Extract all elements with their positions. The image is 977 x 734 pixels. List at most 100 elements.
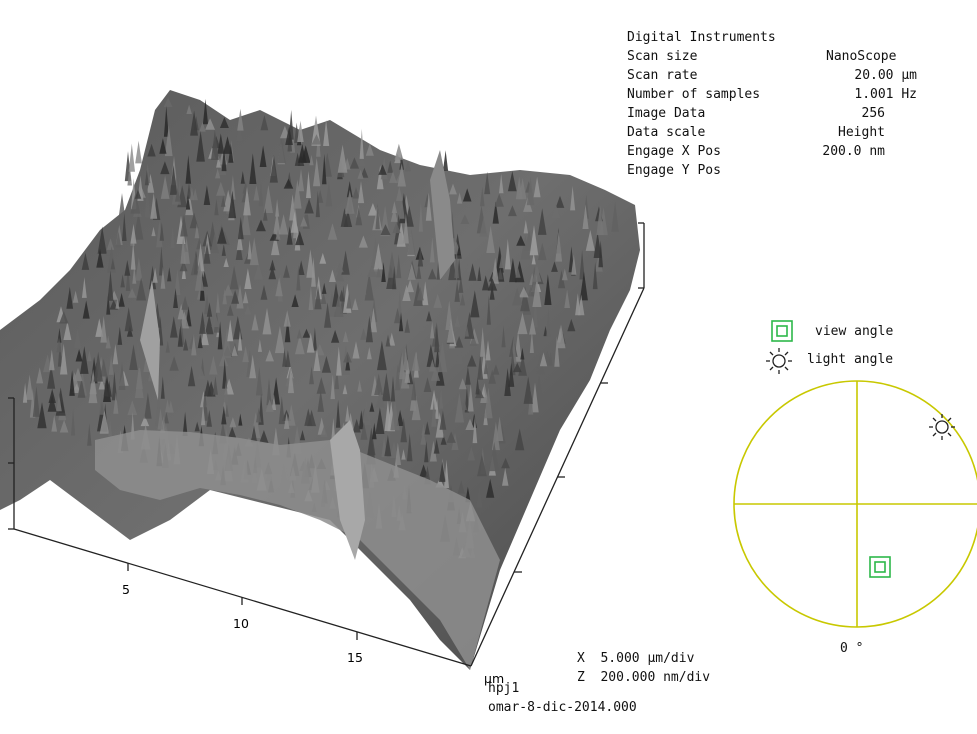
surface-spike <box>342 330 349 343</box>
surface-spike <box>205 118 215 130</box>
surface-spike <box>284 316 291 343</box>
surface-spike <box>313 348 321 371</box>
surface-spike <box>216 181 226 196</box>
surface-spike <box>306 332 315 353</box>
surface-spike <box>297 260 305 275</box>
surface-spike <box>385 334 391 347</box>
surface-spike <box>325 182 333 207</box>
surface-spike <box>579 250 585 280</box>
info-title-right: NanoScope <box>826 49 897 64</box>
surface-spike <box>180 235 186 264</box>
surface-spike <box>179 260 188 272</box>
surface-spike <box>87 350 92 362</box>
surface-spike <box>449 183 457 195</box>
surface-spike <box>518 286 529 298</box>
surface-spike <box>190 254 201 276</box>
surface-spike <box>257 339 262 352</box>
surface-spike <box>533 176 541 198</box>
surface-spike <box>557 270 566 289</box>
surface-spike <box>275 229 281 240</box>
surface-spike <box>394 307 401 324</box>
surface-spike <box>421 423 426 436</box>
surface-spike <box>283 310 291 327</box>
surface-spike <box>108 355 114 375</box>
surface-spike <box>174 268 181 295</box>
surface-spike <box>308 286 314 310</box>
angle-compass <box>733 380 977 628</box>
surface-spike <box>462 188 472 202</box>
surface-spike <box>377 340 387 371</box>
surface-spike <box>260 285 268 300</box>
scan-info-panel: Digital Instruments NanoScope Scan size … <box>627 9 927 178</box>
surface-spike <box>343 351 352 363</box>
info-row: Scan size 20.00 µm <box>627 28 927 83</box>
surface-spike <box>390 207 398 222</box>
z-scale-text: Z 200.000 nm/div <box>577 670 711 685</box>
surface-spike <box>127 400 138 416</box>
surface-spike <box>424 441 429 463</box>
surface-spike <box>237 108 244 131</box>
surface-spike <box>492 364 500 375</box>
surface-spike <box>265 349 274 362</box>
file-date: omar-8-dic-2014.000 <box>488 700 637 715</box>
surface-spike <box>194 261 205 291</box>
surface-spike <box>130 223 137 244</box>
surface-spike <box>296 329 302 339</box>
surface-spike <box>299 430 306 441</box>
surface-spike <box>253 263 264 280</box>
surface-spike <box>59 311 69 324</box>
surface-spike <box>115 231 122 248</box>
surface-spike <box>329 269 336 282</box>
surface-spike <box>287 367 294 394</box>
surface-spike <box>570 185 576 211</box>
surface-spike <box>140 415 150 427</box>
surface-spike <box>430 389 438 410</box>
x-scale-text: X 5.000 µm/div <box>577 651 695 666</box>
surface-spike <box>192 188 198 201</box>
surface-spike <box>440 435 447 445</box>
x-tick-label: 5 <box>122 582 130 597</box>
surface-front-band <box>95 150 500 670</box>
surface-spike <box>465 418 475 430</box>
surface-spike <box>571 254 577 275</box>
surface-spike <box>360 167 369 178</box>
surface-spike <box>118 361 126 390</box>
surface-spike <box>189 212 199 229</box>
surface-spike <box>345 189 355 214</box>
surface-spike <box>397 163 406 187</box>
surface-spike <box>71 409 76 436</box>
surface-spike <box>507 171 517 192</box>
surface-spike <box>231 345 238 356</box>
surface-spike <box>146 173 155 193</box>
surface-spike <box>203 185 211 205</box>
surface-spike <box>484 171 491 195</box>
surface-spike <box>49 349 55 371</box>
surface-spike <box>364 272 374 301</box>
surface-spike <box>263 184 273 213</box>
surface-spike <box>136 277 147 301</box>
surface-spike <box>526 176 535 206</box>
info-label: Image Data <box>627 106 706 121</box>
surface-spike <box>433 293 443 308</box>
surface-spike <box>369 307 377 333</box>
surface-spike <box>241 205 251 236</box>
surface-spike <box>122 212 127 241</box>
surface-spike <box>107 270 114 301</box>
surface-spike <box>495 416 504 441</box>
z-axis <box>8 397 15 530</box>
surface-spike <box>133 212 144 240</box>
surface-spike <box>185 194 191 210</box>
surface-spike <box>397 291 402 318</box>
x-axis <box>13 528 472 667</box>
surface-spike <box>96 248 104 268</box>
surface-spike <box>546 308 551 338</box>
file-info: hpj1 omar-8-dic-2014.000 <box>488 679 637 717</box>
surface-spike <box>434 322 440 353</box>
info-value: 200.0 nm <box>822 144 885 159</box>
surface-spike <box>211 129 219 160</box>
surface-spike <box>544 274 552 305</box>
surface-spike <box>286 226 293 245</box>
surface-spike <box>424 421 431 435</box>
surface-spike <box>358 410 364 430</box>
surface-spike <box>430 366 441 381</box>
